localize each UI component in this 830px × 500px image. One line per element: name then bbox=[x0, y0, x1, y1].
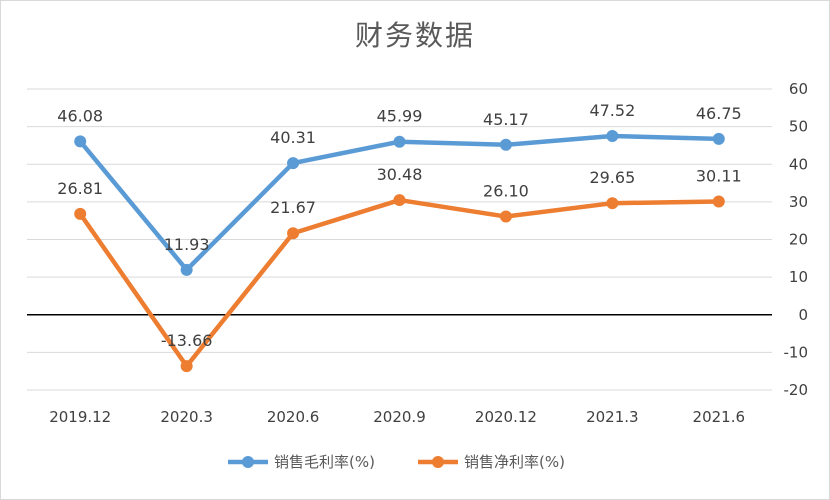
data-point bbox=[393, 135, 406, 148]
data-label: 46.08 bbox=[57, 106, 103, 125]
data-point bbox=[606, 129, 619, 142]
data-point bbox=[74, 135, 87, 148]
legend-marker bbox=[432, 456, 444, 468]
data-label: 30.11 bbox=[696, 166, 742, 185]
y-tick-label: 10 bbox=[789, 268, 808, 286]
gridlines bbox=[27, 88, 772, 391]
data-point bbox=[499, 210, 512, 223]
series-lines bbox=[74, 129, 725, 373]
data-point bbox=[74, 207, 87, 220]
legend-label: 销售毛利率(%) bbox=[274, 453, 375, 471]
data-label: 26.10 bbox=[483, 182, 529, 201]
legend: 销售毛利率(%) 销售净利率(%) bbox=[228, 453, 565, 471]
x-tick-label: 2020.12 bbox=[475, 408, 537, 426]
y-tick-label: -10 bbox=[784, 343, 809, 361]
y-tick-label: -20 bbox=[784, 381, 809, 399]
data-point bbox=[180, 360, 193, 373]
data-label: 40.31 bbox=[270, 128, 316, 147]
x-tick-label: 2020.3 bbox=[160, 408, 213, 426]
data-point bbox=[499, 138, 512, 151]
legend-marker bbox=[242, 456, 254, 468]
data-label: 46.75 bbox=[696, 104, 742, 123]
legend-label: 销售净利率(%) bbox=[464, 453, 565, 471]
data-label: 29.65 bbox=[589, 168, 635, 187]
x-tick-label: 2020.9 bbox=[373, 408, 426, 426]
chart-title: 财务数据 bbox=[354, 19, 475, 52]
y-tick-label: 30 bbox=[789, 193, 808, 211]
data-point bbox=[606, 197, 619, 210]
data-point bbox=[393, 194, 406, 207]
data-label: 26.81 bbox=[57, 179, 103, 198]
x-axis-ticks: 2019.12 2020.3 2020.6 2020.9 2020.12 2021.3 20… bbox=[49, 408, 745, 426]
data-label: 47.52 bbox=[589, 101, 635, 120]
data-point bbox=[287, 227, 300, 240]
data-point bbox=[712, 132, 725, 145]
x-tick-label: 2021.3 bbox=[586, 408, 639, 426]
data-label: 21.67 bbox=[270, 198, 316, 217]
y-tick-label: 20 bbox=[789, 231, 808, 249]
data-label: 11.93 bbox=[164, 235, 210, 254]
y-tick-label: 40 bbox=[789, 155, 808, 173]
data-point bbox=[712, 195, 725, 208]
y-axis-ticks: 60 50 40 30 20 10 0 -10 -20 bbox=[784, 80, 809, 399]
data-label: 45.99 bbox=[377, 107, 423, 126]
y-tick-label: 60 bbox=[789, 80, 808, 98]
data-point bbox=[180, 263, 193, 276]
data-point bbox=[287, 157, 300, 170]
x-tick-label: 2020.6 bbox=[267, 408, 320, 426]
data-labels: 46.08 11.93 40.31 45.99 45.17 47.52 46.75 26.81… bbox=[57, 101, 741, 350]
x-tick-label: 2019.12 bbox=[49, 408, 111, 426]
data-label: 30.48 bbox=[377, 165, 423, 184]
x-tick-label: 2021.6 bbox=[693, 408, 746, 426]
data-label: -13.66 bbox=[161, 331, 213, 350]
y-tick-label: 50 bbox=[789, 118, 808, 136]
y-tick-label: 0 bbox=[798, 306, 808, 324]
data-label: 45.17 bbox=[483, 110, 529, 129]
